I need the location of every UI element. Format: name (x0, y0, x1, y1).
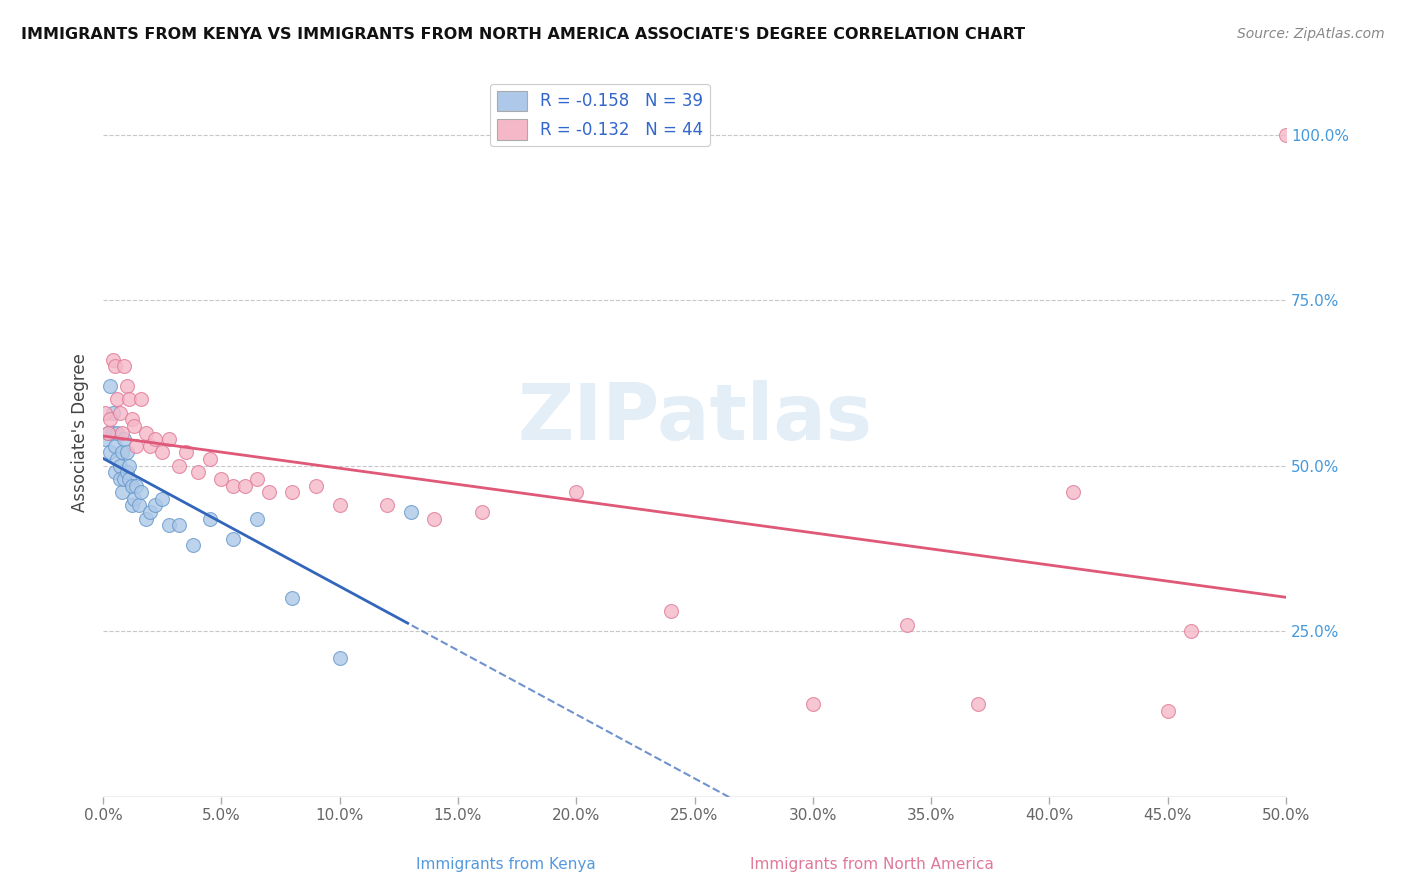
Point (101, 425, 124, 440)
Point (128, 499, 150, 513)
Point (122, 491, 145, 506)
Point (967, 697, 990, 711)
Point (101, 406, 124, 420)
Point (108, 458, 131, 473)
Text: Immigrants from North America: Immigrants from North America (749, 857, 994, 872)
Y-axis label: Associate's Degree: Associate's Degree (72, 353, 89, 512)
Point (174, 445, 197, 459)
Point (150, 445, 173, 459)
Point (329, 499, 352, 513)
Point (222, 532, 245, 546)
Point (157, 432, 180, 446)
Point (129, 485, 152, 500)
Point (246, 511, 269, 525)
Text: ZIPatlas: ZIPatlas (517, 380, 872, 456)
Point (1275, 128, 1298, 142)
Point (198, 452, 221, 467)
Point (375, 499, 398, 513)
Point (129, 392, 152, 407)
Point (104, 359, 127, 374)
Point (115, 379, 138, 393)
Point (399, 505, 422, 519)
Point (125, 478, 148, 492)
Point (143, 499, 166, 513)
Point (329, 650, 352, 665)
Point (281, 485, 304, 500)
Point (305, 478, 328, 492)
Point (108, 406, 131, 420)
Point (98, 379, 121, 393)
Point (104, 466, 127, 480)
Point (121, 499, 143, 513)
Text: Source: ZipAtlas.com: Source: ZipAtlas.com (1237, 27, 1385, 41)
Point (121, 478, 143, 492)
Point (167, 518, 190, 533)
Point (94, 406, 117, 420)
Point (181, 538, 204, 552)
Point (246, 472, 269, 486)
Point (122, 419, 145, 434)
Point (111, 425, 134, 440)
Point (801, 697, 824, 711)
Point (150, 491, 173, 506)
Point (135, 511, 157, 525)
Point (423, 511, 446, 525)
Point (257, 485, 280, 500)
Point (112, 472, 135, 486)
Point (98, 445, 121, 459)
Point (471, 505, 494, 519)
Point (121, 412, 143, 426)
Point (112, 432, 135, 446)
Point (659, 604, 682, 618)
Point (108, 472, 131, 486)
Point (233, 478, 256, 492)
Point (198, 511, 221, 525)
Text: IMMIGRANTS FROM KENYA VS IMMIGRANTS FROM NORTH AMERICA ASSOCIATE'S DEGREE CORREL: IMMIGRANTS FROM KENYA VS IMMIGRANTS FROM… (21, 27, 1025, 42)
Point (97, 425, 120, 440)
Point (1062, 485, 1084, 500)
Text: Immigrants from Kenya: Immigrants from Kenya (416, 857, 596, 872)
Point (115, 466, 138, 480)
Point (565, 485, 588, 500)
Point (111, 485, 134, 500)
Point (112, 359, 135, 374)
Point (105, 392, 128, 407)
Point (111, 445, 134, 459)
Point (101, 352, 124, 367)
Point (143, 432, 166, 446)
Point (139, 505, 162, 519)
Point (97, 425, 120, 440)
Point (105, 452, 128, 467)
Point (896, 617, 918, 632)
Point (209, 472, 232, 486)
Point (1156, 704, 1178, 718)
Point (118, 472, 141, 486)
Point (125, 439, 148, 453)
Point (118, 458, 141, 473)
Point (139, 439, 162, 453)
Point (222, 478, 245, 492)
Point (157, 518, 180, 533)
Point (94, 432, 117, 446)
Point (1180, 624, 1202, 639)
Point (167, 458, 190, 473)
Point (115, 445, 138, 459)
Point (135, 425, 157, 440)
Point (281, 591, 304, 606)
Point (104, 439, 127, 453)
Legend: R = -0.158   N = 39, R = -0.132   N = 44: R = -0.158 N = 39, R = -0.132 N = 44 (491, 84, 710, 146)
Point (105, 425, 128, 440)
Point (187, 466, 209, 480)
Point (98, 412, 121, 426)
Point (118, 392, 141, 407)
